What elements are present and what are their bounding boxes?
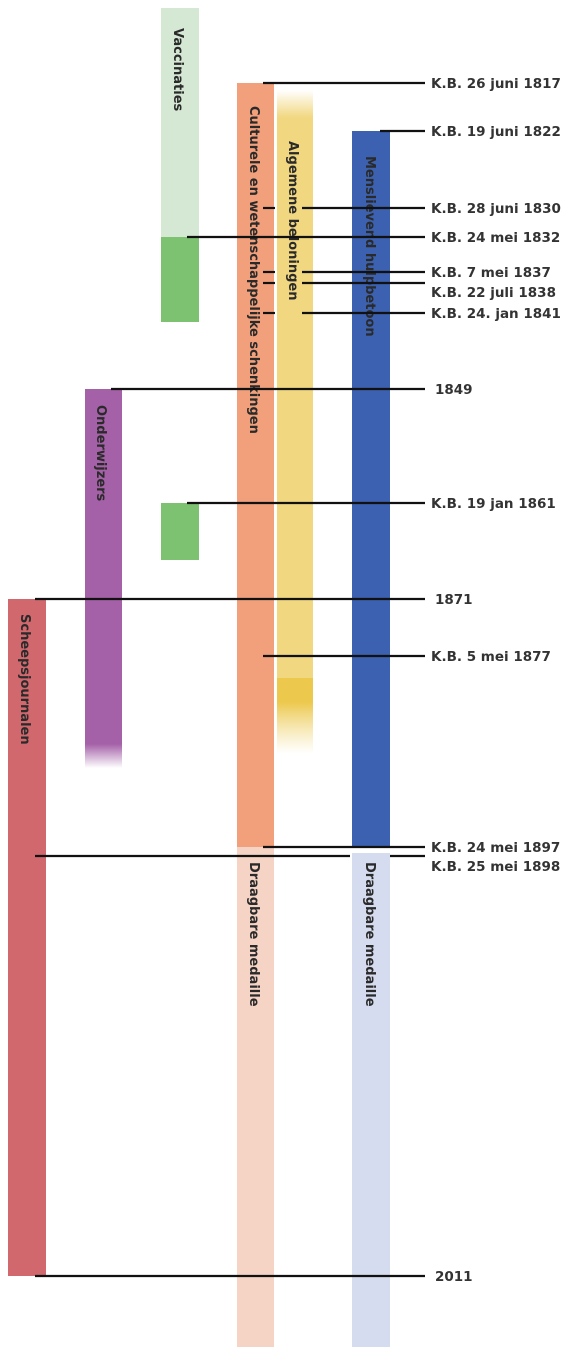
date-label: 2011	[435, 1269, 473, 1285]
date-label: 1849	[435, 382, 473, 398]
algemene-label: Algemene beloningen	[285, 141, 300, 300]
date-label: K.B. 5 mei 1877	[431, 649, 551, 665]
date-label: K.B. 22 juli 1838	[431, 285, 556, 301]
menslievend-bar: Menslievend hulpbetoon Draagbare medaill…	[352, 131, 390, 1347]
date-labels: K.B. 26 juni 1817 K.B. 19 juni 1822 K.B.…	[431, 76, 561, 1285]
scheepsjournalen-label: Scheepsjournalen	[17, 614, 32, 745]
draagbare-medaille-menslievend-label: Draagbare medaille	[362, 862, 377, 1007]
onderwijzers-bar: Onderwijzers	[85, 389, 122, 768]
algemene-bar: Algemene beloningen	[277, 90, 313, 754]
date-label: K.B. 28 juni 1830	[431, 201, 561, 217]
date-label: K.B. 7 mei 1837	[431, 265, 551, 281]
onderwijzers-label: Onderwijzers	[93, 405, 108, 502]
date-label: K.B. 24 mei 1897	[431, 840, 560, 856]
date-label: K.B. 26 juni 1817	[431, 76, 561, 92]
date-label: K.B. 25 mei 1898	[431, 859, 560, 875]
date-label: K.B. 24. jan 1841	[431, 306, 561, 322]
culturele-bar: Culturele en wetenschappelijke schenking…	[237, 83, 274, 1347]
culturele-label: Culturele en wetenschappelijke schenking…	[246, 106, 261, 434]
date-label: K.B. 24 mei 1832	[431, 230, 560, 246]
vaccinaties-label: Vaccinaties	[170, 28, 185, 112]
vaccinaties-bar: Vaccinaties	[161, 8, 199, 560]
draagbare-medaille-culturele-label: Draagbare medaille	[246, 862, 261, 1007]
scheepsjournalen-bar: Scheepsjournalen	[8, 599, 46, 1276]
menslievend-label: Menslievend hulpbetoon	[362, 156, 377, 337]
connector-lines	[35, 81, 425, 1278]
date-label: K.B. 19 juni 1822	[431, 124, 561, 140]
date-label: K.B. 19 jan 1861	[431, 496, 556, 512]
date-label: 1871	[435, 592, 473, 608]
